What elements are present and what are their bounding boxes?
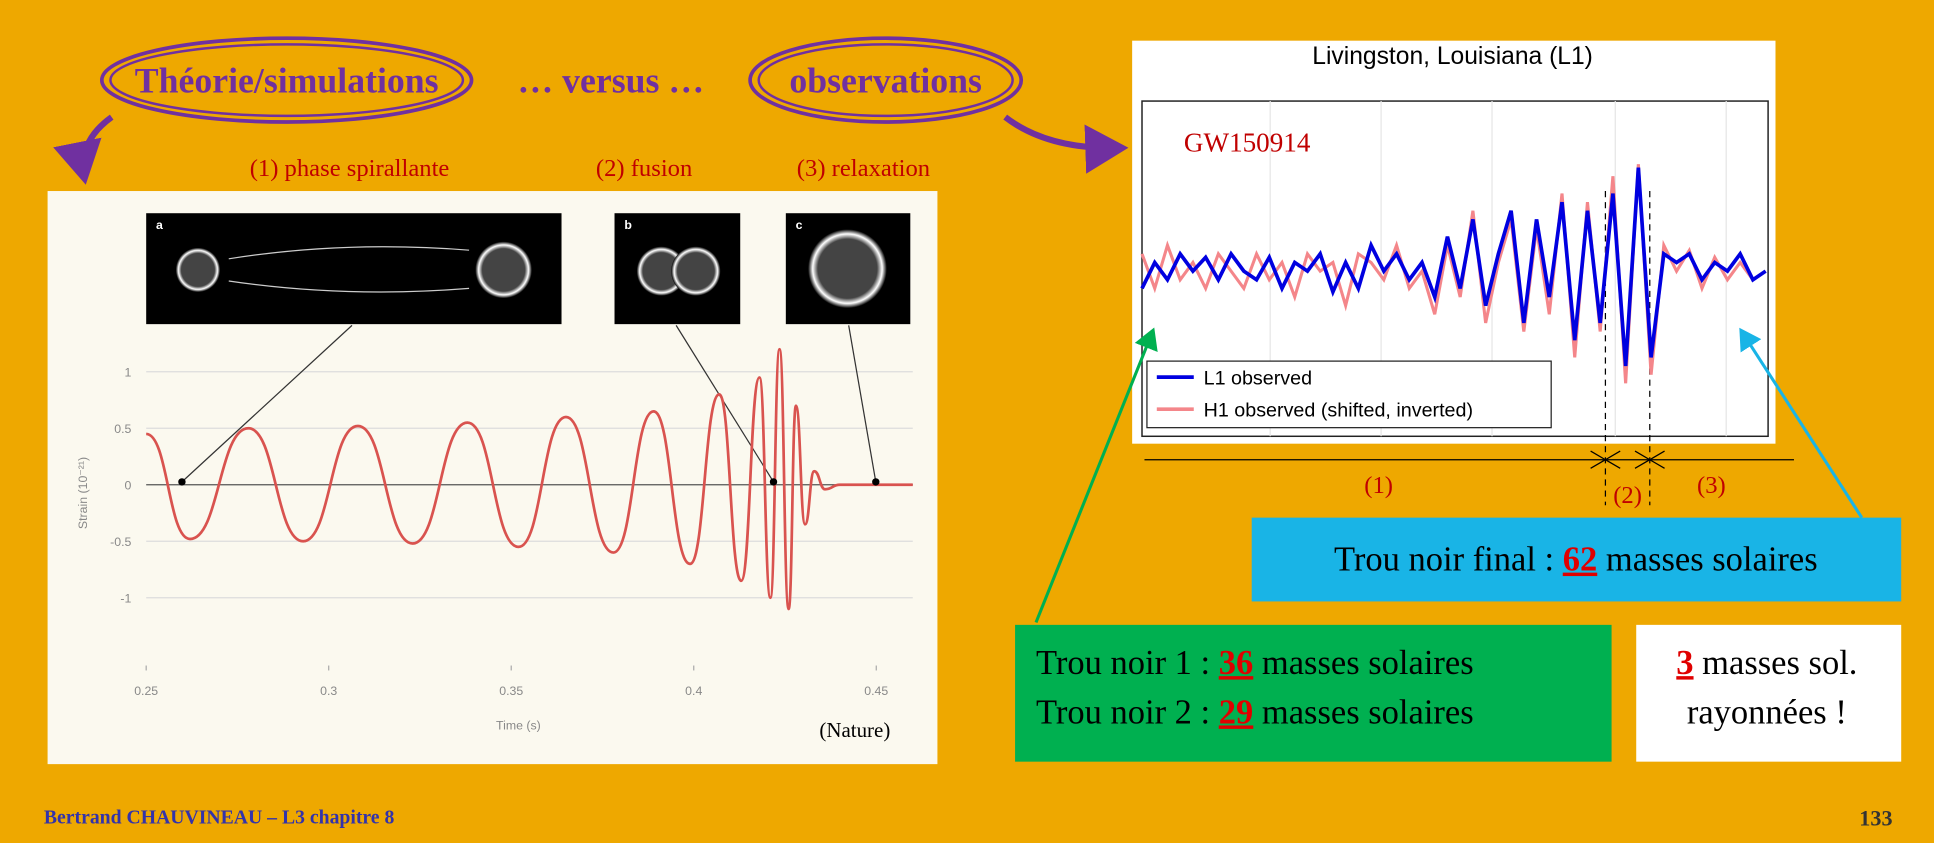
legend-label: H1 observed (shifted, inverted) bbox=[1204, 400, 1473, 422]
inset-drawing bbox=[176, 248, 220, 292]
phase-label: (1) phase spirallante bbox=[250, 155, 450, 182]
mass: 36 bbox=[1219, 644, 1254, 682]
connector-dot bbox=[872, 478, 879, 485]
phase-label: (3) relaxation bbox=[797, 155, 930, 182]
page: Théorie/simulations … versus … observati… bbox=[0, 0, 1934, 843]
box-text: 3 masses sol. bbox=[1676, 644, 1857, 682]
source: (Nature) bbox=[819, 718, 890, 742]
footer-author: Bertrand CHAUVINEAU – L3 chapitre 8 bbox=[44, 806, 395, 828]
y-tick-label: -0.5 bbox=[110, 535, 131, 549]
text: masses solaires bbox=[1253, 693, 1473, 731]
box-text: rayonnées ! bbox=[1687, 693, 1847, 731]
text: Trou noir final : bbox=[1334, 541, 1563, 579]
x-tick-label: 0.25 bbox=[134, 684, 158, 698]
panel-label: b bbox=[624, 218, 632, 232]
annotation: GW150914 bbox=[1184, 128, 1311, 158]
y-axis-label: Strain (10⁻²¹) bbox=[76, 457, 90, 529]
connector-dot bbox=[770, 478, 777, 485]
x-axis-label: Time (s) bbox=[496, 719, 541, 733]
box-text: Trou noir final : 62 masses solaires bbox=[1334, 541, 1818, 579]
page-number: 133 bbox=[1859, 806, 1892, 831]
phase-label: (2) bbox=[1613, 482, 1642, 509]
x-tick-label: 0.4 bbox=[685, 684, 702, 698]
panel-label: c bbox=[796, 218, 803, 232]
mass: 62 bbox=[1563, 541, 1598, 579]
chart-title: Livingston, Louisiana (L1) bbox=[1312, 43, 1593, 70]
box-text: Trou noir 1 : 36 masses solaires bbox=[1036, 644, 1474, 682]
inset-drawing bbox=[475, 242, 532, 299]
y-tick-label: 1 bbox=[125, 366, 132, 380]
text: Trou noir 2 : bbox=[1036, 693, 1219, 731]
mass: 29 bbox=[1219, 693, 1254, 731]
versus-label: … versus … bbox=[518, 60, 705, 100]
y-tick-label: 0 bbox=[125, 479, 132, 493]
slide: Théorie/simulations … versus … observati… bbox=[0, 0, 1934, 843]
inset-drawing bbox=[808, 229, 887, 308]
text: masses solaires bbox=[1597, 541, 1817, 579]
simulation-chart: a b c Time (s) Strain (10⁻²¹) (Nature) 1… bbox=[48, 191, 938, 764]
observations-label: observations bbox=[789, 60, 982, 100]
phase-label: (1) bbox=[1364, 472, 1393, 499]
legend-label: L1 observed bbox=[1204, 368, 1312, 390]
y-tick-label: 0.5 bbox=[114, 422, 131, 436]
inset-drawing bbox=[671, 246, 720, 295]
phase-label: (3) bbox=[1697, 472, 1726, 499]
text: Trou noir 1 : bbox=[1036, 644, 1219, 682]
observation-chart: Livingston, Louisiana (L1) GW150914 (1) … bbox=[1132, 41, 1794, 509]
phase-label: (2) fusion bbox=[596, 155, 692, 182]
x-tick-label: 0.35 bbox=[499, 684, 523, 698]
text: masses solaires bbox=[1253, 644, 1473, 682]
theory-label: Théorie/simulations bbox=[135, 60, 439, 100]
connector-dot bbox=[178, 478, 185, 485]
box-text: Trou noir 2 : 29 masses solaires bbox=[1036, 693, 1474, 731]
x-tick-label: 0.45 bbox=[864, 684, 888, 698]
panel-label: a bbox=[156, 218, 163, 232]
y-tick-label: -1 bbox=[120, 592, 131, 606]
text: masses sol. bbox=[1694, 644, 1858, 682]
mass: 3 bbox=[1676, 644, 1693, 682]
x-tick-label: 0.3 bbox=[320, 684, 337, 698]
